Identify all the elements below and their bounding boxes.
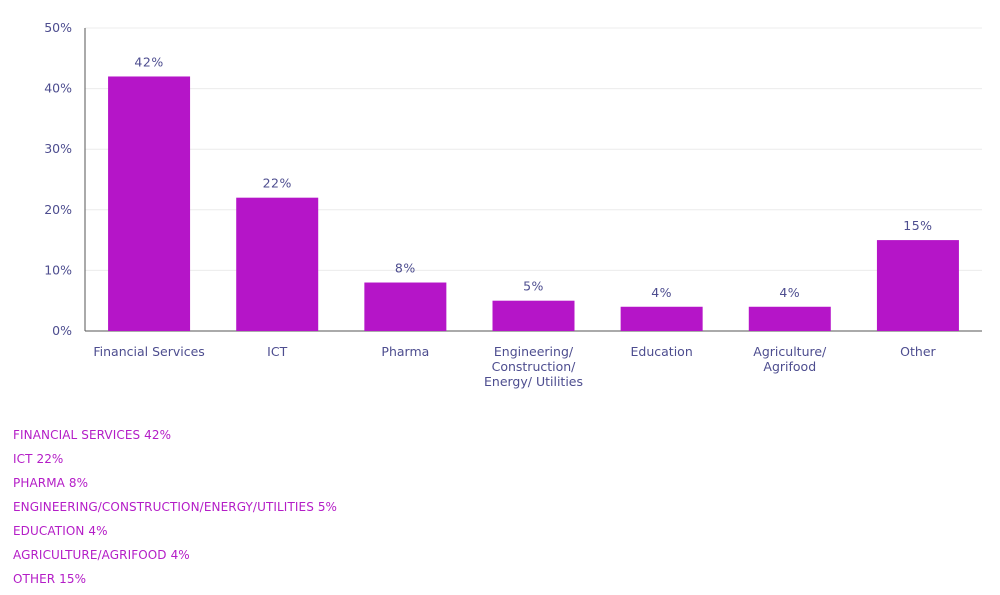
x-category-label: Pharma (381, 344, 429, 359)
legend-item-agriculture: AGRICULTURE/AGRIFOOD 4% (13, 548, 190, 562)
y-tick-label: 30% (44, 141, 72, 156)
grid-lines (85, 27, 982, 271)
y-tick-label: 10% (44, 262, 72, 277)
x-category-label: Financial Services (93, 344, 204, 359)
legend-item-other: OTHER 15% (13, 572, 87, 586)
y-tick-label: 40% (44, 81, 72, 96)
bar-value-label: 42% (134, 54, 163, 69)
bar (492, 300, 575, 331)
legend-item-engineering: ENGINEERING/CONSTRUCTION/ENERGY/UTILITIE… (13, 500, 338, 514)
bar-chart: 42% 22% 8% 5% 4% 4% 15% Financial Services ICT P… (44, 20, 982, 389)
bar (108, 76, 191, 331)
bar-value-label: 15% (903, 218, 932, 233)
legend-item-pharma: PHARMA 8% (13, 476, 89, 490)
bar-value-label: 5% (523, 279, 544, 294)
bars (108, 76, 959, 331)
y-tick-label: 20% (44, 202, 72, 217)
bar (876, 240, 959, 331)
legend-item-education: EDUCATION 4% (13, 524, 108, 538)
y-tick-label: 0% (52, 323, 72, 338)
legend-item-ict: ICT 22% (13, 452, 64, 466)
x-category-label: ICT (267, 344, 287, 359)
y-tick-labels: 0% 10% 20% 30% 40% 50% (44, 20, 72, 338)
bar-value-label: 4% (779, 285, 800, 300)
bar (748, 306, 831, 331)
x-category-label: Agriculture/Agrifood (753, 344, 827, 374)
x-category-label: Other (900, 344, 936, 359)
x-category-label: Education (631, 344, 693, 359)
bar (620, 306, 703, 331)
value-labels: 42% 22% 8% 5% 4% 4% 15% (134, 54, 932, 299)
bar (364, 282, 447, 331)
y-tick-label: 50% (44, 20, 72, 35)
bar-value-label: 4% (651, 285, 672, 300)
legend-item-financial-services: FINANCIAL SERVICES 42% (13, 428, 172, 442)
bar-value-label: 22% (263, 176, 292, 191)
x-category-label: Engineering/Construction/Energy/ Utiliti… (484, 344, 583, 389)
bar (236, 197, 319, 331)
category-labels: Financial Services ICT Pharma Engineering/C… (93, 344, 936, 389)
legend-list: FINANCIAL SERVICES 42% ICT 22% PHARMA 8%… (13, 427, 337, 595)
bar-value-label: 8% (395, 261, 416, 276)
